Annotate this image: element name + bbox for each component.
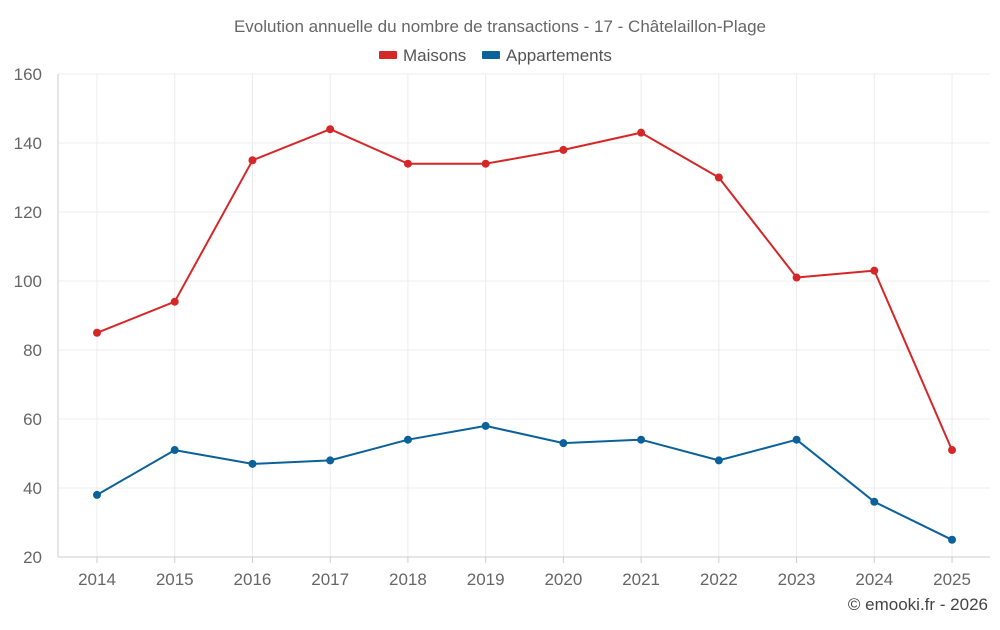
y-tick-label: 40 [23,479,42,498]
x-tick-label: 2025 [933,570,971,589]
data-point-appartements[interactable]: Appartements 2018: 54 [403,435,412,444]
data-point-maisons[interactable]: Maisons 2015: 94 [170,297,179,306]
x-tick-label: 2016 [234,570,272,589]
x-tick-label: 2023 [778,570,816,589]
x-tick-label: 2021 [622,570,660,589]
credit-text: © emooki.fr - 2026 [848,595,988,614]
legend[interactable]: Maisons Appartements [379,46,612,65]
legend-swatch-maisons [379,51,397,59]
legend-item-appartements[interactable]: Appartements [482,46,612,65]
x-tick-label: 2017 [311,570,349,589]
data-point-appartements[interactable]: Appartements 2019: 58 [481,421,490,430]
axes: 20 40 60 80 100 120 140 160 2014 2015 2016 2017 2018… [14,65,990,589]
x-tick-label: 2014 [78,570,116,589]
y-tick-label: 60 [23,410,42,429]
x-tick-label: 2015 [156,570,194,589]
legend-item-maisons[interactable]: Maisons [379,46,466,65]
series-appartements: Appartements 2014: 38 Appartements 2015: … [93,421,957,544]
data-point-maisons[interactable]: Maisons 2023: 101 [792,273,801,282]
grid [58,73,990,557]
y-tick-label: 20 [23,548,42,567]
data-point-maisons[interactable]: Maisons 2018: 134 [403,159,412,168]
data-point-maisons[interactable]: Maisons 2024: 103 [870,266,879,275]
data-point-maisons[interactable]: Maisons 2022: 130 [714,173,723,182]
legend-label-maisons: Maisons [403,46,466,65]
y-tick-label: 100 [14,272,42,291]
x-tick-label: 2024 [855,570,893,589]
data-point-appartements[interactable]: Appartements 2022: 48 [714,456,723,465]
series-line-appartements [96,424,953,541]
series-layer: Maisons 2014: 85 Maisons 2015: 94 Maisons … [93,125,957,544]
data-point-maisons[interactable]: Maisons 2020: 138 [559,145,568,154]
y-tick-label: 160 [14,65,42,84]
series-line-maisons [96,128,953,451]
y-tick-label: 120 [14,203,42,222]
data-point-maisons[interactable]: Maisons 2019: 134 [481,159,490,168]
data-point-appartements[interactable]: Appartements 2017: 48 [326,456,335,465]
x-tick-label: 2018 [389,570,427,589]
chart-title: Evolution annuelle du nombre de transact… [234,17,766,36]
series-maisons: Maisons 2014: 85 Maisons 2015: 94 Maisons … [93,125,957,455]
data-point-appartements[interactable]: Appartements 2016: 47 [248,459,257,468]
data-point-appartements[interactable]: Appartements 2020: 53 [559,439,568,448]
x-tick-label: 2022 [700,570,738,589]
data-point-appartements[interactable]: Appartements 2023: 54 [792,435,801,444]
data-point-appartements[interactable]: Appartements 2014: 38 [93,490,101,499]
legend-label-appartements: Appartements [506,46,612,65]
x-tick-label: 2020 [544,570,582,589]
x-tick-label: 2019 [467,570,505,589]
data-point-appartements[interactable]: Appartements 2024: 36 [870,497,879,506]
data-point-maisons[interactable]: Maisons 2021: 143 [637,128,646,137]
y-tick-label: 140 [14,134,42,153]
data-point-maisons[interactable]: Maisons 2017: 144 [326,125,335,134]
data-point-maisons[interactable]: Maisons 2016: 135 [248,156,257,165]
data-point-maisons[interactable]: Maisons 2014: 85 [93,328,101,337]
y-tick-label: 80 [23,341,42,360]
legend-swatch-appartements [482,51,500,59]
data-point-appartements[interactable]: Appartements 2021: 54 [637,435,646,444]
data-point-appartements[interactable]: Appartements 2025: 25 [948,535,957,544]
data-point-maisons[interactable]: Maisons 2025: 51 [948,446,957,455]
data-point-appartements[interactable]: Appartements 2015: 51 [170,446,179,455]
